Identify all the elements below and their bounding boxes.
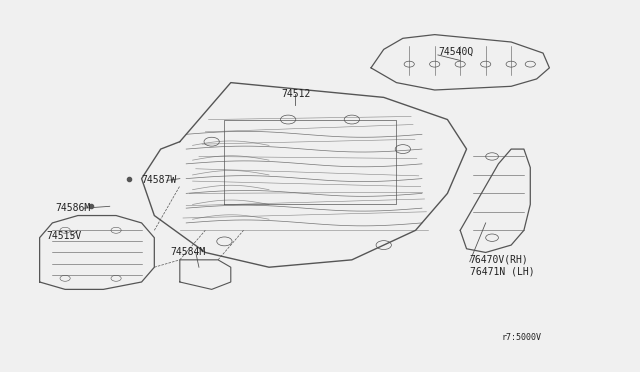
Text: 74587W: 74587W xyxy=(141,176,177,186)
Text: 74515V: 74515V xyxy=(46,231,81,241)
Text: 74512: 74512 xyxy=(282,89,311,99)
Text: 74586M: 74586M xyxy=(56,203,91,213)
Text: r7:5000V: r7:5000V xyxy=(502,333,541,342)
Text: 76470V(RH)
76471N (LH): 76470V(RH) 76471N (LH) xyxy=(470,254,534,276)
Text: 74584M: 74584M xyxy=(170,247,205,257)
Text: 74540Q: 74540Q xyxy=(438,46,473,56)
